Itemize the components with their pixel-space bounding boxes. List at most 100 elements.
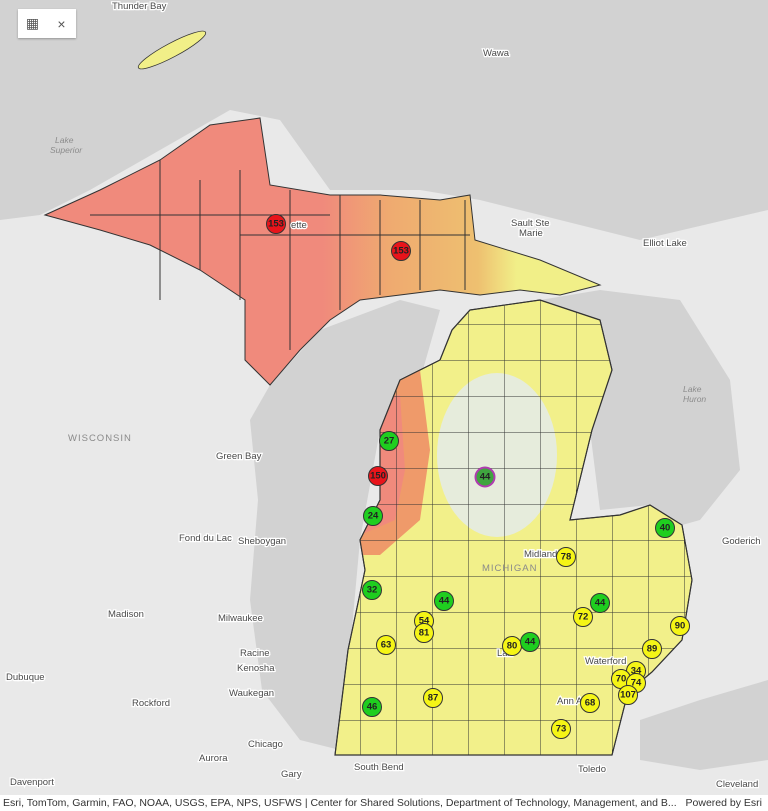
station-value: 32 xyxy=(367,585,378,596)
station[interactable]: 78 xyxy=(556,547,576,567)
station[interactable]: 153 xyxy=(266,214,286,234)
station-value: 68 xyxy=(585,698,596,709)
station[interactable]: 72 xyxy=(573,607,593,627)
station-value: 73 xyxy=(556,724,567,735)
station[interactable]: 44 xyxy=(520,632,540,652)
station-marker[interactable] xyxy=(362,697,382,717)
place-label: ette xyxy=(291,220,307,231)
station[interactable]: 80 xyxy=(502,636,522,656)
station-value: 44 xyxy=(525,637,536,648)
station-marker[interactable] xyxy=(376,635,396,655)
place-label: Superior xyxy=(50,145,83,155)
station-value: 44 xyxy=(480,472,491,483)
station-value: 150 xyxy=(370,471,386,482)
place-label: Aurora xyxy=(199,753,228,764)
attribution: Esri, TomTom, Garmin, FAO, NOAA, USGS, E… xyxy=(3,797,677,809)
county-lines xyxy=(90,160,470,350)
place-label: Marie xyxy=(519,228,543,239)
station-marker[interactable] xyxy=(520,632,540,652)
map-widget: ▦ × xyxy=(18,9,76,38)
lake-superior xyxy=(0,0,768,240)
station-marker[interactable] xyxy=(556,547,576,567)
place-label: Waterford xyxy=(585,656,626,667)
station[interactable]: 32 xyxy=(362,580,382,600)
station[interactable]: 44 xyxy=(474,466,496,488)
legend-button[interactable]: ▦ xyxy=(25,15,40,31)
station-marker[interactable] xyxy=(670,616,690,636)
station-marker[interactable] xyxy=(379,431,399,451)
place-label: Lake xyxy=(683,384,702,394)
place-label: Huron xyxy=(683,394,706,404)
lake-huron xyxy=(540,290,740,525)
station[interactable]: 44 xyxy=(590,593,610,613)
station-value: 153 xyxy=(268,219,284,230)
place-label: Dubuque xyxy=(6,672,45,683)
station[interactable]: 44 xyxy=(434,591,454,611)
station[interactable]: 27 xyxy=(379,431,399,451)
station-value: 80 xyxy=(507,641,518,652)
isle-royale xyxy=(137,30,207,70)
station-marker[interactable] xyxy=(590,593,610,613)
station-value: 27 xyxy=(384,436,395,447)
place-label: Toledo xyxy=(578,764,606,775)
close-button[interactable]: × xyxy=(57,15,66,32)
station-marker[interactable] xyxy=(580,693,600,713)
place-label: Elliot Lake xyxy=(643,238,687,249)
station[interactable]: 63 xyxy=(376,635,396,655)
upper-peninsula xyxy=(43,117,602,386)
station-value: 54 xyxy=(419,616,430,627)
station[interactable]: 150 xyxy=(368,466,388,486)
station-value: 81 xyxy=(419,628,430,639)
station-marker[interactable] xyxy=(391,241,411,261)
station-marker[interactable] xyxy=(655,518,675,538)
place-label: Rockford xyxy=(132,698,170,709)
station-value: 46 xyxy=(367,702,378,713)
station[interactable]: 40 xyxy=(655,518,675,538)
station-value: 90 xyxy=(675,621,686,632)
station-value: 40 xyxy=(660,523,671,534)
station[interactable]: 87 xyxy=(423,688,443,708)
station-value: 24 xyxy=(368,511,379,522)
station[interactable]: 89 xyxy=(642,639,662,659)
station-marker[interactable] xyxy=(414,623,434,643)
station[interactable]: 90 xyxy=(670,616,690,636)
station-marker[interactable] xyxy=(551,719,571,739)
station[interactable]: 73 xyxy=(551,719,571,739)
station-marker[interactable] xyxy=(474,466,496,488)
station[interactable]: 46 xyxy=(362,697,382,717)
station-value: 107 xyxy=(620,690,636,701)
station[interactable]: 107 xyxy=(618,685,638,705)
station-marker[interactable] xyxy=(423,688,443,708)
station-value: 74 xyxy=(631,678,642,689)
station-marker[interactable] xyxy=(642,639,662,659)
place-label: Madison xyxy=(108,609,144,620)
station-value: 87 xyxy=(428,693,439,704)
powered-by: Powered by Esri xyxy=(685,797,762,809)
station-marker[interactable] xyxy=(573,607,593,627)
place-label: Kenosha xyxy=(237,663,275,674)
station-marker[interactable] xyxy=(362,580,382,600)
place-label: Fond du Lac xyxy=(179,533,232,544)
station[interactable]: 68 xyxy=(580,693,600,713)
place-label: Sault Ste xyxy=(511,218,550,229)
place-label: WISCONSIN xyxy=(68,433,132,444)
station-marker[interactable] xyxy=(618,685,638,705)
attribution-bar: Esri, TomTom, Garmin, FAO, NOAA, USGS, E… xyxy=(0,795,768,811)
station[interactable]: 153 xyxy=(391,241,411,261)
place-label: Milwaukee xyxy=(218,613,263,624)
lake-erie xyxy=(640,680,768,770)
place-label: Gary xyxy=(281,769,302,780)
place-label: Lake xyxy=(55,135,74,145)
station-marker[interactable] xyxy=(368,466,388,486)
station-value: 72 xyxy=(578,612,589,623)
station-marker[interactable] xyxy=(363,506,383,526)
station[interactable]: 81 xyxy=(414,623,434,643)
place-label: South Bend xyxy=(354,762,404,773)
station-value: 34 xyxy=(631,666,642,677)
station[interactable]: 24 xyxy=(363,506,383,526)
station-marker[interactable] xyxy=(434,591,454,611)
station-marker[interactable] xyxy=(266,214,286,234)
